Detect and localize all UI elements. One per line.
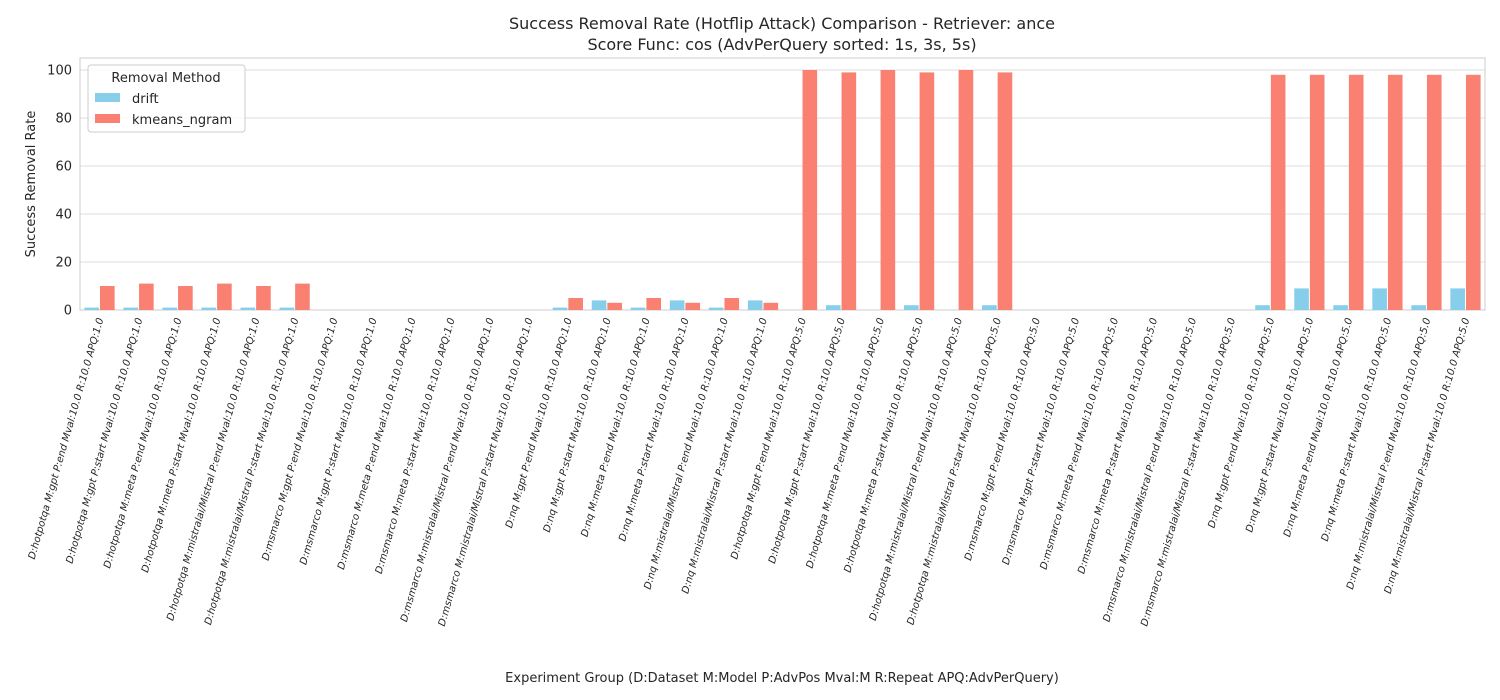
bar-drift (982, 305, 997, 310)
x-tick-label: D:hotpotqa M:meta P:end Mval:10.0 R:10.0… (102, 317, 184, 570)
y-tick-label: 80 (55, 112, 72, 127)
bar-drift (201, 307, 217, 310)
x-tick-label: D:nq M:gpt P:end Mval:10.0 R:10.0 APQ:5.… (1207, 317, 1278, 530)
legend-swatch-drift (95, 93, 120, 102)
bar-drift (552, 307, 568, 310)
bar-kmeans-ngram (1387, 74, 1403, 310)
x-tick-label: D:nq M:gpt P:end Mval:10.0 R:10.0 APQ:1.… (504, 317, 575, 530)
bar-kmeans-ngram (997, 72, 1013, 311)
bar-kmeans-ngram (763, 302, 779, 310)
bar-drift (1333, 305, 1348, 310)
x-tick-label: D:msmarco M:meta P:start Mval:10.0 R:10.… (1076, 317, 1160, 575)
bar-drift (747, 300, 763, 310)
bar-kmeans-ngram (1309, 74, 1325, 310)
x-tick-label: D:nq M:mistralai/Mistral P:start Mval:10… (1383, 317, 1473, 595)
bar-kmeans-ngram (724, 298, 740, 310)
x-tick-label: D:nq M:gpt P:start Mval:10.0 R:10.0 APQ:… (1244, 317, 1316, 534)
bar-kmeans-ngram (295, 283, 310, 310)
legend-label-drift: drift (132, 92, 159, 107)
bar-drift (279, 307, 295, 310)
bar-kmeans-ngram (607, 302, 622, 310)
x-tick-label: D:hotpotqa M:gpt P:end Mval:10.0 R:10.0 … (729, 317, 809, 561)
bar-drift (1450, 288, 1465, 310)
bars (84, 70, 1481, 311)
bar-kmeans-ngram (1348, 74, 1364, 310)
chart-subtitle: Score Func: cos (AdvPerQuery sorted: 1s,… (587, 35, 976, 54)
legend-title: Removal Method (111, 71, 220, 86)
bar-drift (708, 307, 724, 310)
bar-kmeans-ngram (1426, 74, 1442, 310)
x-tick-label: D:hotpotqa M:gpt P:start Mval:10.0 R:10.… (65, 317, 146, 565)
bar-kmeans-ngram (802, 70, 818, 310)
x-tick-label: D:nq M:meta P:end Mval:10.0 R:10.0 APQ:5… (1282, 317, 1355, 539)
x-tick-label: D:msmarco M:meta P:end Mval:10.0 R:10.0 … (1039, 317, 1122, 571)
bar-drift (591, 300, 607, 310)
bar-drift (1294, 288, 1309, 310)
x-tick-label: D:nq M:meta P:start Mval:10.0 R:10.0 APQ… (617, 317, 691, 543)
bar-drift (669, 300, 685, 310)
bar-drift (84, 307, 100, 310)
x-tick-label: D:msmarco M:meta P:end Mval:10.0 R:10.0 … (336, 317, 419, 571)
y-tick-label: 20 (55, 256, 72, 271)
x-tick-label: D:msmarco M:gpt P:end Mval:10.0 R:10.0 A… (261, 317, 341, 562)
bar-drift (903, 305, 919, 310)
bar-kmeans-ngram (178, 286, 193, 310)
x-tick-label: D:hotpotqa M:meta P:start Mval:10.0 R:10… (843, 317, 926, 574)
bar-kmeans-ngram (568, 298, 583, 310)
bar-drift (825, 305, 841, 310)
bar-drift (1411, 305, 1426, 310)
x-tick-label: D:nq M:meta P:start Mval:10.0 R:10.0 APQ… (1320, 317, 1394, 543)
bar-kmeans-ngram (880, 70, 896, 310)
x-tick-label: D:nq M:meta P:end Mval:10.0 R:10.0 APQ:1… (580, 317, 653, 539)
bar-drift (1255, 305, 1270, 310)
bar-kmeans-ngram (217, 283, 232, 310)
x-tick-label: D:nq M:mistralai/Mistral P:end Mval:10.0… (1345, 317, 1433, 591)
x-tick-label: D:hotpotqa M:meta P:end Mval:10.0 R:10.0… (805, 317, 887, 570)
x-tick-label: D:nq M:gpt P:start Mval:10.0 R:10.0 APQ:… (542, 317, 614, 534)
bar-drift (1372, 288, 1387, 310)
y-axis-label: Success Removal Rate (24, 111, 39, 258)
bar-drift (123, 307, 139, 310)
bar-kmeans-ngram (256, 286, 271, 310)
bar-kmeans-ngram (139, 283, 154, 310)
y-tick-label: 60 (55, 160, 72, 175)
y-axis-ticks: 0 20 40 60 80 100 (47, 64, 72, 319)
bar-kmeans-ngram (1270, 74, 1286, 310)
bar-drift (240, 307, 256, 310)
legend-swatch-kmeans-ngram (95, 114, 120, 123)
y-tick-label: 40 (55, 208, 72, 223)
x-tick-label: D:msmarco M:gpt P:start Mval:10.0 R:10.0… (298, 317, 379, 566)
bar-drift (162, 307, 178, 310)
bar-kmeans-ngram (958, 70, 974, 310)
bar-kmeans-ngram (919, 72, 935, 311)
chart-title: Success Removal Rate (Hotflip Attack) Co… (509, 14, 1055, 33)
bar-drift (630, 307, 646, 310)
y-tick-label: 100 (47, 64, 72, 79)
x-tick-label: D:hotpotqa M:meta P:start Mval:10.0 R:10… (140, 317, 223, 574)
x-tick-label: D:msmarco M:gpt P:start Mval:10.0 R:10.0… (1001, 317, 1082, 566)
plot-area-frame (79, 57, 1486, 311)
x-tick-label: D:hotpotqa M:gpt P:end Mval:10.0 R:10.0 … (27, 317, 107, 561)
x-tick-label: D:msmarco M:meta P:start Mval:10.0 R:10.… (374, 317, 458, 575)
bar-kmeans-ngram (646, 298, 662, 310)
x-tick-label: D:msmarco M:gpt P:end Mval:10.0 R:10.0 A… (963, 317, 1043, 562)
bar-kmeans-ngram (1465, 74, 1481, 310)
bar-kmeans-ngram (100, 286, 115, 310)
x-axis-label: Experiment Group (D:Dataset M:Model P:Ad… (505, 671, 1059, 686)
legend-box (87, 64, 246, 133)
legend-label-kmeans-ngram: kmeans_ngram (132, 113, 232, 128)
x-tick-label: D:hotpotqa M:gpt P:start Mval:10.0 R:10.… (767, 317, 848, 565)
x-axis-ticks: D:hotpotqa M:gpt P:end Mval:10.0 R:10.0 … (27, 317, 1473, 628)
bar-kmeans-ngram (685, 302, 701, 310)
x-tick-label: D:nq M:mistralai/Mistral P:end Mval:10.0… (643, 317, 731, 591)
bar-kmeans-ngram (841, 72, 857, 311)
y-tick-label: 0 (64, 304, 72, 319)
x-tick-label: D:nq M:mistralai/Mistral P:start Mval:10… (680, 317, 770, 595)
legend: Removal Method drift kmeans_ngram (87, 64, 246, 133)
